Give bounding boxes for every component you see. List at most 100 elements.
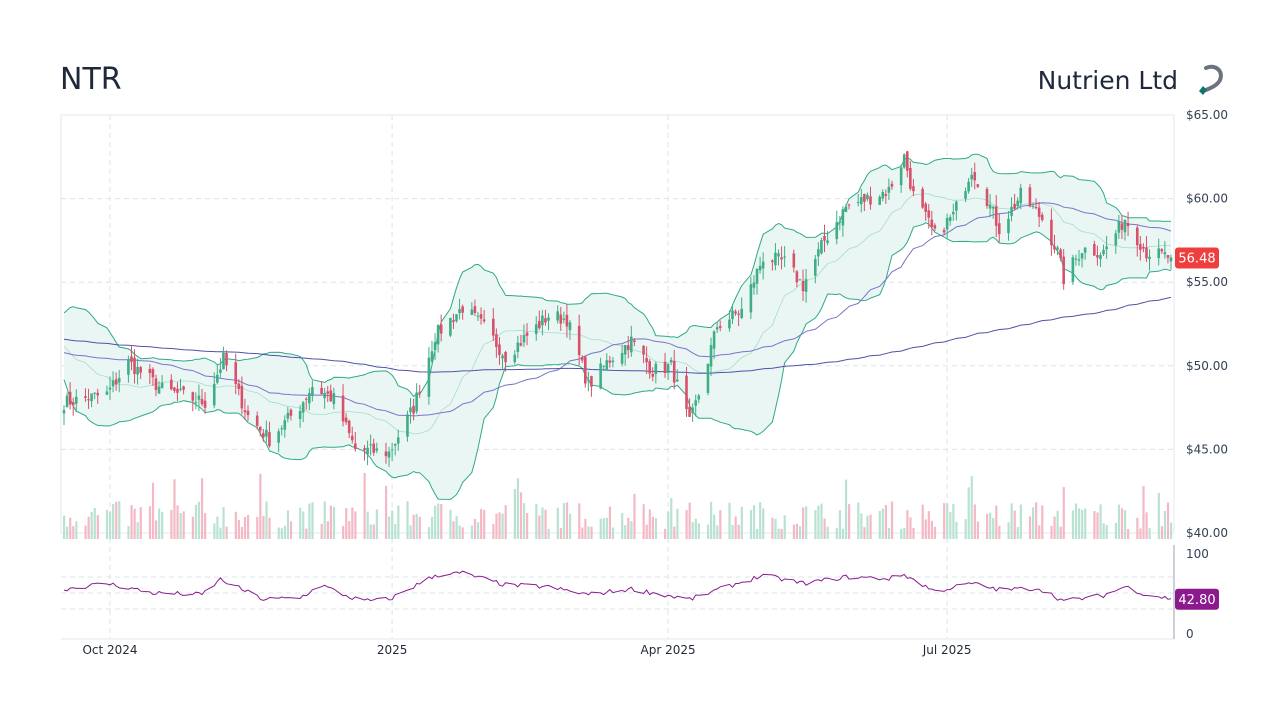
volume-bar: [848, 504, 851, 539]
candle: [90, 393, 93, 408]
candle-body: [332, 393, 336, 405]
candle-body: [280, 428, 284, 430]
candle-body: [731, 310, 734, 320]
volume-bar: [688, 502, 691, 539]
candle-body: [65, 395, 69, 408]
candle: [1010, 197, 1013, 222]
candle-body: [544, 318, 547, 323]
candle: [909, 161, 912, 191]
candle: [629, 325, 633, 357]
volume-bar: [1105, 525, 1108, 539]
volume-bar: [286, 510, 290, 539]
volume-bar: [802, 507, 805, 539]
volume-bar: [200, 478, 204, 539]
candle-body: [133, 357, 136, 375]
candle-body: [222, 352, 225, 370]
candle: [286, 407, 290, 423]
candle: [436, 324, 440, 353]
candle: [458, 298, 461, 320]
candle-body: [452, 320, 455, 323]
volume-bar: [611, 527, 615, 539]
volume-bar: [648, 509, 651, 539]
volume-bar: [342, 525, 345, 539]
candle: [430, 340, 434, 365]
candle: [298, 405, 302, 428]
candle-body: [216, 374, 219, 383]
candle-body: [688, 406, 691, 417]
candle-body: [813, 258, 817, 276]
candle: [212, 372, 216, 409]
candle: [1105, 235, 1108, 259]
volume-bar: [587, 526, 590, 539]
volume-bar: [213, 523, 216, 539]
candle-body: [105, 391, 109, 395]
candle: [985, 186, 989, 209]
volume-bar: [348, 520, 351, 539]
candle-body: [905, 151, 909, 171]
candle-body: [366, 447, 369, 455]
volume-bar: [394, 524, 397, 539]
candle-body: [1157, 248, 1161, 259]
volume-bar: [734, 516, 737, 539]
candle-body: [1053, 246, 1056, 250]
volume-bar: [667, 511, 670, 539]
candle-body: [344, 417, 348, 423]
volume-bar: [461, 527, 464, 539]
candle-body: [258, 426, 262, 431]
candle: [320, 381, 323, 395]
candle-body: [712, 331, 716, 349]
candle-body: [350, 435, 354, 441]
candle: [308, 388, 311, 411]
volume-bar: [234, 511, 237, 539]
volume-bar: [369, 524, 372, 539]
candle-body: [234, 362, 238, 385]
candle-body: [985, 189, 989, 206]
candle-body: [341, 395, 345, 422]
candle-body: [409, 407, 412, 413]
volume-bar: [323, 501, 326, 539]
volume-bar: [992, 517, 995, 539]
volume-bar: [1007, 522, 1010, 539]
volume-bar: [844, 479, 848, 539]
volume-bar: [504, 505, 507, 539]
volume-bar: [654, 518, 658, 539]
volume-bar: [526, 513, 529, 539]
candle: [798, 278, 802, 281]
candle-body: [111, 380, 115, 387]
price-axis-label: $50.00: [1186, 359, 1228, 373]
candle-body: [749, 284, 753, 313]
candle: [964, 187, 967, 203]
candle-body: [246, 410, 250, 416]
candle-body: [473, 306, 477, 313]
volume-bar: [173, 479, 176, 539]
candle: [1074, 254, 1078, 266]
candle-body: [783, 256, 786, 258]
candle-body: [706, 363, 710, 393]
candle-body: [1040, 214, 1044, 220]
volume-bar: [96, 515, 99, 539]
volume-bar: [222, 507, 225, 539]
candle-body: [93, 392, 96, 394]
candle-body: [997, 223, 1001, 235]
candle-body: [461, 306, 464, 313]
candle-body: [1096, 255, 1099, 258]
volume-bar: [909, 517, 912, 539]
candle-body: [240, 385, 244, 409]
volume-bar: [72, 526, 75, 539]
candle: [455, 314, 458, 323]
time-axis-label: Apr 2025: [641, 643, 696, 657]
last-price-label: 56.48: [1178, 251, 1215, 266]
volume-bar: [633, 493, 636, 539]
candle: [117, 369, 121, 393]
volume-bar: [136, 522, 139, 539]
candle: [387, 446, 391, 467]
candle-body: [176, 388, 179, 393]
volume-bar: [774, 518, 777, 539]
candle-body: [1102, 249, 1105, 255]
volume-bar: [130, 505, 133, 539]
volume-bar: [455, 515, 458, 539]
candle: [706, 363, 710, 396]
candle: [933, 223, 937, 231]
volume-bar: [823, 518, 826, 539]
